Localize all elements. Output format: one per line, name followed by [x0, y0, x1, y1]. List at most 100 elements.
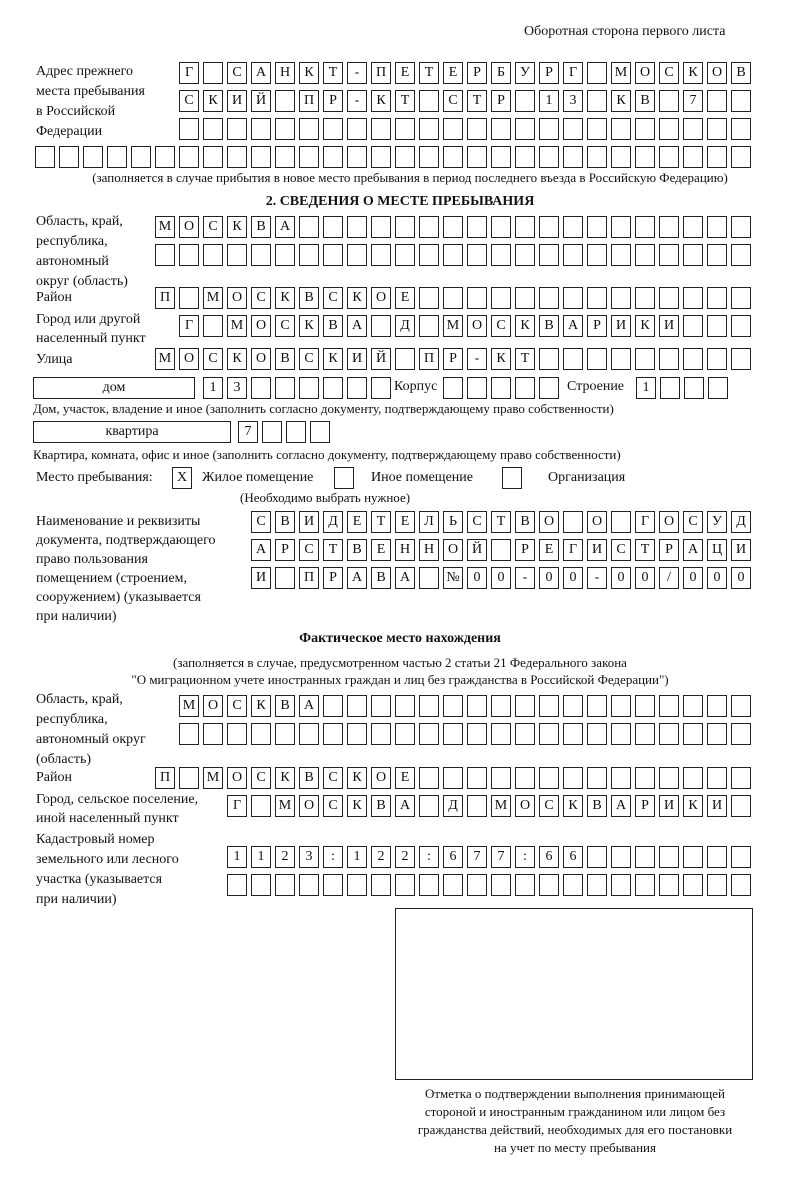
char-cell[interactable] — [587, 216, 607, 238]
char-cell[interactable]: А — [347, 315, 367, 337]
char-cell[interactable] — [59, 146, 79, 168]
char-cell[interactable]: В — [371, 567, 391, 589]
char-cell[interactable]: К — [563, 795, 583, 817]
char-cell[interactable] — [707, 118, 727, 140]
char-cell[interactable]: 1 — [539, 90, 559, 112]
char-cell[interactable]: К — [635, 315, 655, 337]
char-cell[interactable] — [443, 118, 463, 140]
char-cell[interactable]: : — [323, 846, 343, 868]
char-cell[interactable] — [251, 795, 271, 817]
char-cell[interactable] — [707, 146, 727, 168]
char-cell[interactable] — [707, 874, 727, 896]
char-cell[interactable] — [443, 874, 463, 896]
char-cell[interactable] — [395, 695, 415, 717]
char-cell[interactable] — [731, 767, 751, 789]
char-cell[interactable]: С — [179, 90, 199, 112]
char-cell[interactable] — [491, 767, 511, 789]
char-cell[interactable] — [731, 874, 751, 896]
char-cell[interactable] — [731, 723, 751, 745]
char-cell[interactable]: Р — [659, 539, 679, 561]
char-cell[interactable] — [611, 146, 631, 168]
char-cell[interactable]: Е — [395, 62, 415, 84]
char-cell[interactable]: П — [371, 62, 391, 84]
char-cell[interactable]: У — [515, 62, 535, 84]
char-cell[interactable]: Р — [323, 90, 343, 112]
char-cell[interactable]: Е — [347, 511, 367, 533]
char-cell[interactable] — [515, 377, 535, 399]
char-cell[interactable] — [708, 377, 728, 399]
char-cell[interactable]: Г — [179, 62, 199, 84]
char-cell[interactable]: Т — [515, 348, 535, 370]
char-cell[interactable] — [515, 287, 535, 309]
char-cell[interactable] — [563, 287, 583, 309]
char-cell[interactable] — [395, 146, 415, 168]
char-cell[interactable]: Р — [443, 348, 463, 370]
char-cell[interactable]: С — [659, 62, 679, 84]
char-cell[interactable]: 0 — [563, 567, 583, 589]
char-cell[interactable] — [299, 146, 319, 168]
char-cell[interactable]: Р — [539, 62, 559, 84]
char-cell[interactable] — [731, 287, 751, 309]
char-cell[interactable]: Т — [371, 511, 391, 533]
char-cell[interactable] — [395, 723, 415, 745]
char-cell[interactable] — [707, 846, 727, 868]
char-cell[interactable]: С — [275, 315, 295, 337]
char-cell[interactable]: К — [371, 90, 391, 112]
char-cell[interactable]: 0 — [683, 567, 703, 589]
char-cell[interactable] — [371, 695, 391, 717]
char-cell[interactable] — [515, 244, 535, 266]
char-cell[interactable] — [179, 723, 199, 745]
char-cell[interactable] — [611, 244, 631, 266]
char-cell[interactable]: С — [443, 90, 463, 112]
char-cell[interactable]: Г — [563, 62, 583, 84]
char-cell[interactable]: И — [707, 795, 727, 817]
char-cell[interactable] — [563, 874, 583, 896]
char-cell[interactable]: Й — [467, 539, 487, 561]
char-cell[interactable]: В — [275, 348, 295, 370]
char-cell[interactable] — [635, 723, 655, 745]
char-cell[interactable] — [731, 795, 751, 817]
char-cell[interactable] — [299, 723, 319, 745]
char-cell[interactable] — [539, 767, 559, 789]
char-cell[interactable]: А — [395, 567, 415, 589]
char-cell[interactable] — [179, 146, 199, 168]
char-cell[interactable]: 0 — [539, 567, 559, 589]
char-cell[interactable]: В — [539, 315, 559, 337]
char-cell[interactable]: А — [347, 567, 367, 589]
char-cell[interactable]: Р — [275, 539, 295, 561]
char-cell[interactable]: Р — [323, 567, 343, 589]
char-cell[interactable]: Т — [395, 90, 415, 112]
char-cell[interactable] — [467, 118, 487, 140]
char-cell[interactable] — [731, 315, 751, 337]
char-cell[interactable] — [611, 511, 631, 533]
char-cell[interactable] — [539, 874, 559, 896]
char-cell[interactable] — [419, 287, 439, 309]
char-cell[interactable] — [731, 90, 751, 112]
char-cell[interactable]: М — [227, 315, 247, 337]
char-cell[interactable]: 1 — [203, 377, 223, 399]
char-cell[interactable] — [611, 348, 631, 370]
char-cell[interactable] — [299, 216, 319, 238]
char-cell[interactable]: Г — [563, 539, 583, 561]
char-cell[interactable] — [587, 767, 607, 789]
char-cell[interactable] — [323, 118, 343, 140]
char-cell[interactable] — [443, 146, 463, 168]
char-cell[interactable] — [611, 723, 631, 745]
char-cell[interactable]: К — [611, 90, 631, 112]
char-cell[interactable] — [539, 216, 559, 238]
char-cell[interactable]: Р — [467, 62, 487, 84]
char-cell[interactable] — [563, 244, 583, 266]
char-cell[interactable] — [419, 723, 439, 745]
char-cell[interactable] — [683, 244, 703, 266]
char-cell[interactable] — [155, 244, 175, 266]
char-cell[interactable]: К — [347, 287, 367, 309]
char-cell[interactable] — [203, 244, 223, 266]
char-cell[interactable] — [635, 846, 655, 868]
char-cell[interactable]: К — [275, 767, 295, 789]
char-cell[interactable]: Т — [467, 90, 487, 112]
char-cell[interactable] — [275, 377, 295, 399]
char-cell[interactable]: Н — [275, 62, 295, 84]
char-cell[interactable]: № — [443, 567, 463, 589]
char-cell[interactable] — [491, 244, 511, 266]
char-cell[interactable]: М — [179, 695, 199, 717]
